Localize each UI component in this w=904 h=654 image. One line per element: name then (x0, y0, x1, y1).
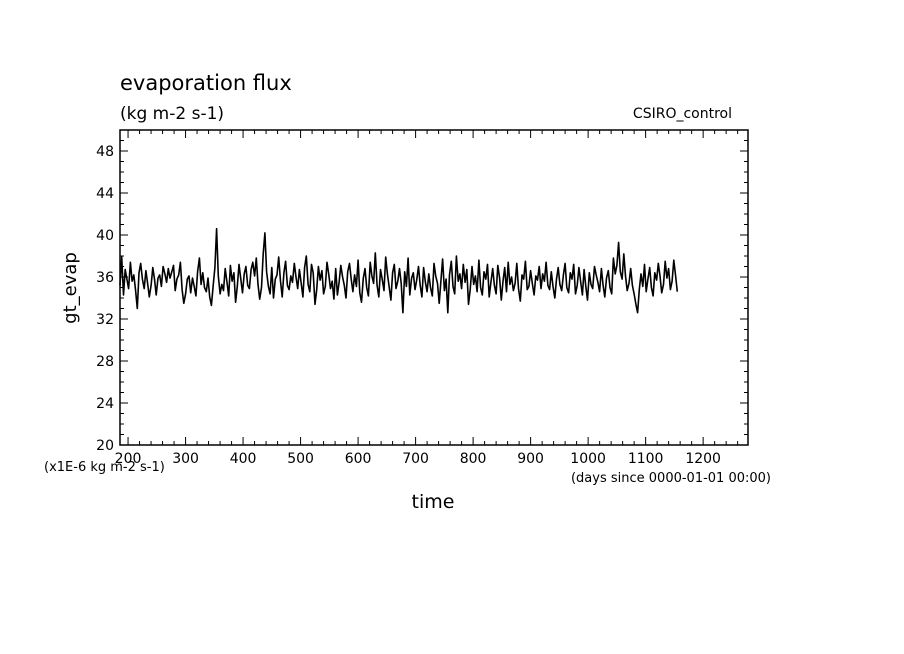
y-tick-label: 28 (96, 354, 114, 370)
y-tick-label: 20 (96, 438, 114, 454)
x-tick-label: 200 (115, 451, 142, 467)
y-tick-label: 48 (96, 144, 114, 160)
x-tick-label: 600 (345, 451, 372, 467)
x-axis-label: time (412, 491, 455, 513)
y-axis-ticks: 20 24 28 32 36 40 44 48 (96, 129, 748, 454)
chart-title: evaporation flux (120, 71, 292, 95)
x-tick-label: 300 (172, 451, 199, 467)
y-tick-label: 44 (96, 186, 114, 202)
x-tick-label: 700 (402, 451, 429, 467)
x-tick-label: 800 (460, 451, 487, 467)
x-tick-label: 400 (230, 451, 257, 467)
y-scale-note: (x1E-6 kg m-2 s-1) (44, 460, 165, 475)
series-line-1 (119, 227, 679, 314)
x-tick-label: 500 (287, 451, 314, 467)
y-tick-label: 40 (96, 228, 114, 244)
chart-subtitle: (kg m-2 s-1) (120, 104, 224, 124)
x-units-label: (days since 0000-01-01 00:00) (571, 471, 771, 486)
series-group (119, 227, 679, 314)
y-tick-label: 36 (96, 270, 114, 286)
x-tick-label: 900 (517, 451, 544, 467)
y-axis-label: gt_evap (60, 252, 81, 324)
dataset-label: CSIRO_control (633, 106, 732, 122)
x-tick-label: 1000 (570, 451, 606, 467)
x-tick-label: 1100 (628, 451, 664, 467)
y-tick-label: 32 (96, 312, 114, 328)
y-tick-label: 24 (96, 396, 114, 412)
x-axis-ticks: 200 300 400 500 600 700 800 900 1000 1100 1200 (115, 130, 739, 467)
x-tick-label: 1200 (685, 451, 721, 467)
